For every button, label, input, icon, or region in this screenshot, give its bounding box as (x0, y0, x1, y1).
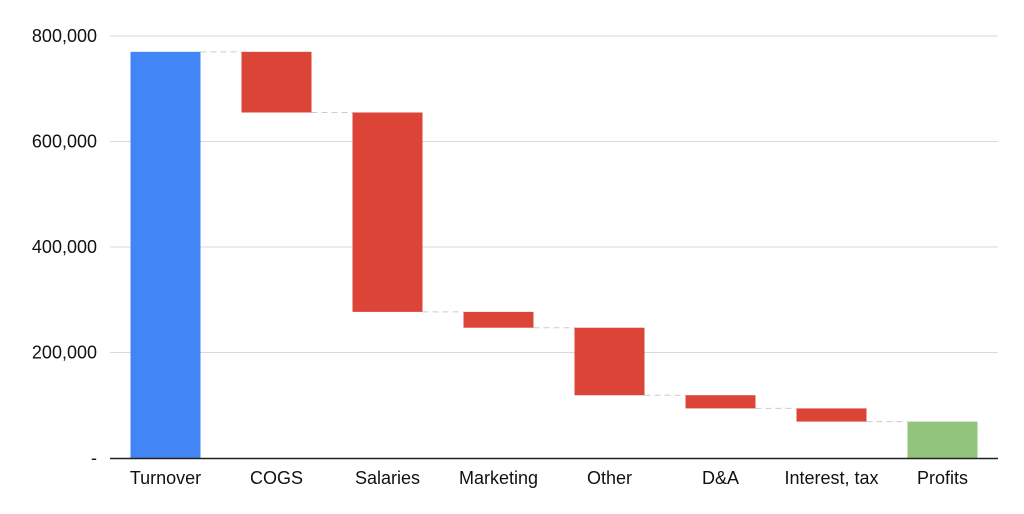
x-tick-label: Other (587, 468, 632, 488)
y-tick-label: 400,000 (32, 237, 97, 257)
x-axis-ticks: Turnover COGS Salaries Marketing Other D&A Int… (130, 468, 968, 488)
y-axis-ticks: - 200,000 400,000 600,000 800,000 (32, 26, 97, 468)
x-tick-label: Interest, tax (784, 468, 878, 488)
bar-other (574, 327, 645, 396)
bars (130, 51, 978, 458)
bar-interest-tax (796, 408, 867, 422)
bar-turnover (130, 51, 201, 458)
bar-profits (907, 421, 978, 458)
connector-lines (200, 51, 908, 423)
x-tick-label: COGS (250, 468, 303, 488)
bar-cogs (241, 51, 312, 113)
x-tick-label: Salaries (355, 468, 420, 488)
gridlines (110, 35, 998, 353)
bar-d-a (685, 395, 756, 409)
y-tick-label: 600,000 (32, 132, 97, 152)
bar-salaries (352, 112, 423, 312)
x-tick-label: Marketing (459, 468, 538, 488)
x-tick-label: D&A (702, 468, 739, 488)
y-tick-label: 800,000 (32, 26, 97, 46)
y-tick-label: - (91, 448, 97, 468)
x-tick-label: Profits (917, 468, 968, 488)
y-tick-label: 200,000 (32, 343, 97, 363)
x-tick-label: Turnover (130, 468, 201, 488)
bar-marketing (463, 311, 534, 328)
